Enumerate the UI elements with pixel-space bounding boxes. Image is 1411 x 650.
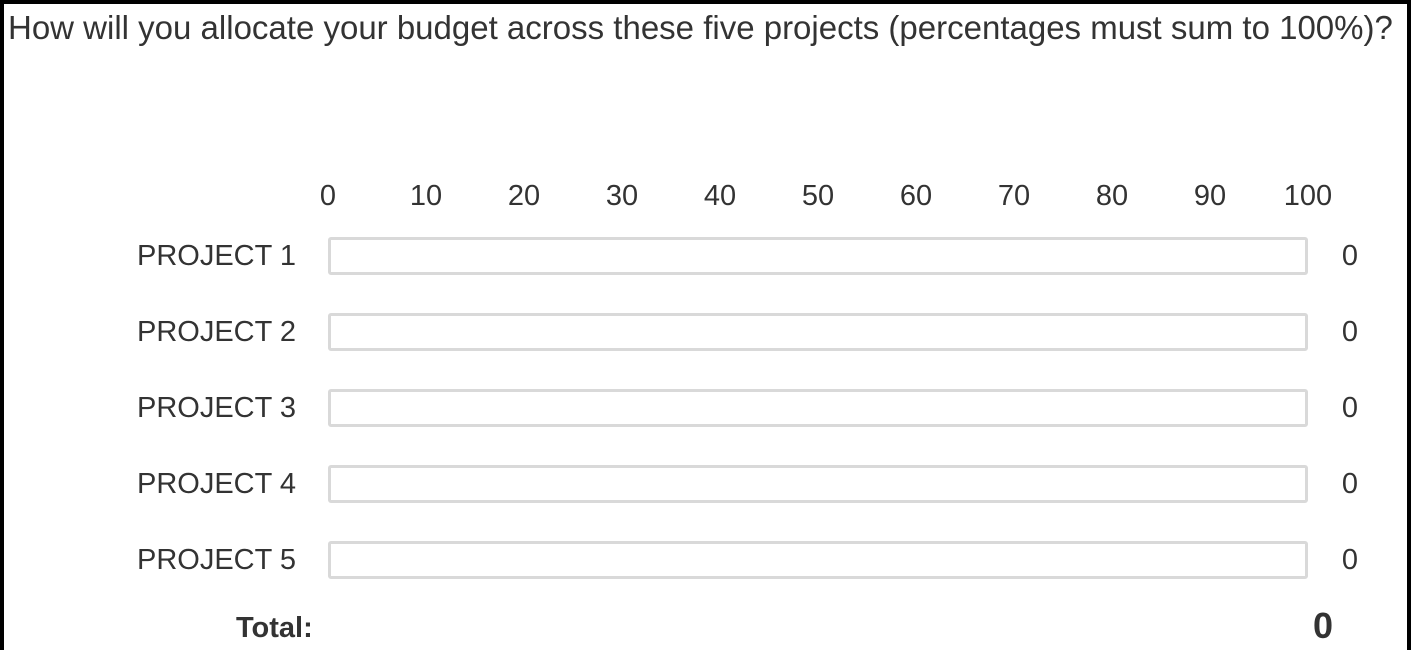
scale-tick: 10 bbox=[409, 180, 443, 212]
slider-row-project-4: PROJECT 4 0 bbox=[0, 464, 1411, 504]
slider-value: 0 bbox=[1341, 544, 1359, 576]
slider-label: PROJECT 4 bbox=[137, 468, 297, 500]
slider-value: 0 bbox=[1341, 392, 1359, 424]
slider-track[interactable] bbox=[328, 237, 1308, 275]
slider-track[interactable] bbox=[328, 465, 1308, 503]
scale-tick: 50 bbox=[801, 180, 835, 212]
scale-tick: 60 bbox=[899, 180, 933, 212]
scale-tick: 90 bbox=[1193, 180, 1227, 212]
slider-scale: 0 10 20 30 40 50 60 70 80 90 100 bbox=[320, 178, 1332, 214]
scale-tick: 100 bbox=[1283, 180, 1333, 212]
slider-track[interactable] bbox=[328, 313, 1308, 351]
scale-tick: 70 bbox=[997, 180, 1031, 212]
slider-label: PROJECT 3 bbox=[137, 392, 297, 424]
slider-row-project-5: PROJECT 5 0 bbox=[0, 540, 1411, 580]
slider-row-project-1: PROJECT 1 0 bbox=[0, 236, 1411, 276]
slider-track[interactable] bbox=[328, 541, 1308, 579]
slider-row-project-3: PROJECT 3 0 bbox=[0, 388, 1411, 428]
slider-value: 0 bbox=[1341, 316, 1359, 348]
scale-tick: 80 bbox=[1095, 180, 1129, 212]
scale-tick: 0 bbox=[319, 180, 337, 212]
slider-value: 0 bbox=[1341, 240, 1359, 272]
slider-value: 0 bbox=[1341, 468, 1359, 500]
scale-tick: 30 bbox=[605, 180, 639, 212]
total-value: 0 bbox=[1312, 605, 1334, 646]
scale-tick: 20 bbox=[507, 180, 541, 212]
slider-track[interactable] bbox=[328, 389, 1308, 427]
question-text: How will you allocate your budget across… bbox=[8, 9, 1393, 46]
slider-label: PROJECT 5 bbox=[137, 544, 297, 576]
total-label: Total: bbox=[236, 612, 313, 644]
scale-tick: 40 bbox=[703, 180, 737, 212]
slider-row-project-2: PROJECT 2 0 bbox=[0, 312, 1411, 352]
slider-label: PROJECT 1 bbox=[137, 240, 297, 272]
slider-label: PROJECT 2 bbox=[137, 316, 297, 348]
